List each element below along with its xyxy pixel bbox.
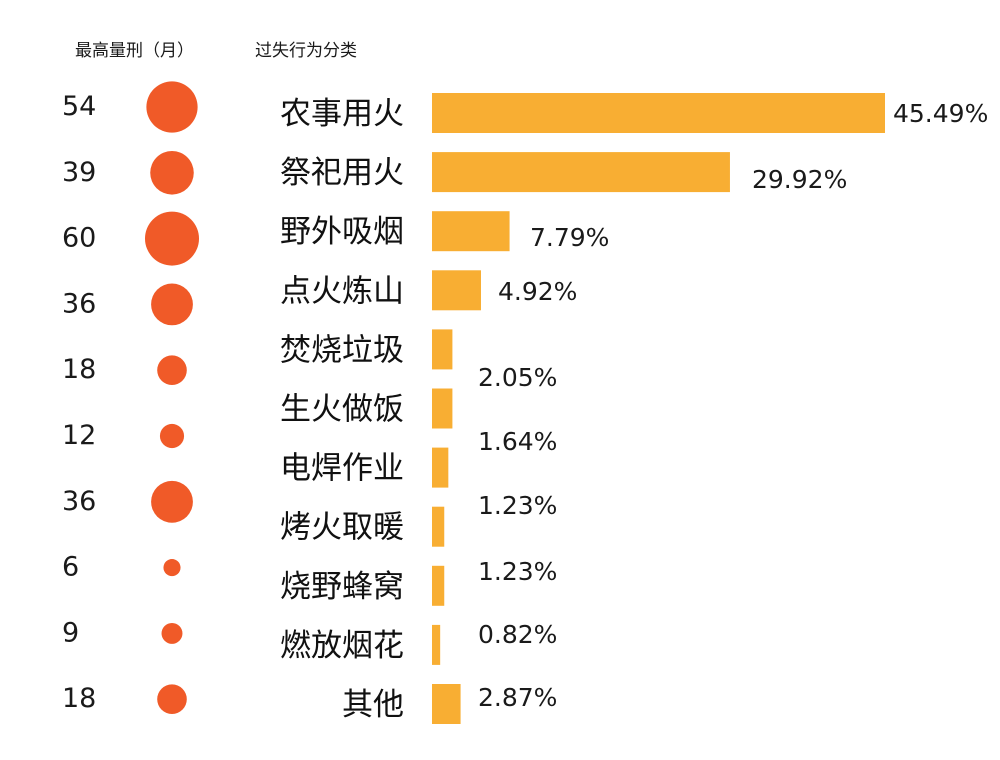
category-label: 烧野蜂窝 [280, 569, 404, 605]
sentence-value: 60 [62, 223, 96, 254]
value-label: 7.79% [530, 223, 609, 252]
category-label: 农事用火 [280, 96, 404, 132]
sentence-value: 36 [62, 486, 96, 517]
sentence-value: 12 [62, 420, 96, 451]
sentence-circle [159, 423, 185, 449]
category-label: 其他 [342, 687, 404, 723]
header-sentence-label: 最高量刑（月） [75, 41, 194, 61]
bar [432, 211, 510, 252]
sentence-circle [151, 283, 193, 326]
bar [432, 93, 885, 133]
value-label: 1.23% [478, 557, 557, 586]
chart-rows: 农事用火祭祀用火野外吸烟点火炼山焚烧垃圾生火做饭电焊作业烤火取暖烧野蜂窝燃放烟花… [62, 81, 988, 724]
sentence-circle [150, 151, 194, 195]
bar [432, 506, 445, 547]
sentence-value: 36 [62, 288, 96, 319]
category-label: 点火炼山 [280, 273, 404, 309]
sentence-value: 9 [62, 617, 79, 648]
sentence-value: 18 [62, 683, 96, 714]
sentence-circle [151, 480, 193, 523]
bar [432, 329, 453, 370]
category-label: 燃放烟花 [280, 628, 404, 664]
value-label: 1.64% [478, 427, 557, 456]
value-label: 2.87% [478, 683, 557, 712]
value-label: 45.49% [893, 99, 988, 128]
sentence-circle [157, 355, 187, 385]
category-label: 电焊作业 [280, 451, 404, 487]
bar [432, 270, 481, 311]
sentence-circle [163, 559, 181, 577]
sentence-value: 6 [62, 552, 79, 583]
bar [432, 447, 449, 488]
bar [432, 388, 453, 429]
sentence-circle [157, 684, 187, 714]
header-category-label: 过失行为分类 [255, 41, 357, 61]
sentence-circle [146, 81, 198, 133]
bar [432, 152, 730, 193]
bar [432, 624, 441, 665]
value-label: 4.92% [498, 277, 577, 306]
sentence-value: 18 [62, 354, 96, 385]
sentence-value: 39 [62, 157, 96, 188]
value-label: 29.92% [752, 165, 847, 194]
category-label: 野外吸烟 [280, 214, 404, 250]
category-label: 烤火取暖 [280, 510, 404, 546]
category-label: 生火做饭 [280, 392, 404, 428]
value-label: 0.82% [478, 620, 557, 649]
category-label: 焚烧垃圾 [280, 332, 404, 368]
value-label: 2.05% [478, 363, 557, 392]
bar [432, 565, 445, 606]
sentence-circle [145, 211, 199, 266]
value-label: 1.23% [478, 491, 557, 520]
sentence-value: 54 [62, 91, 96, 122]
sentence-circle [161, 622, 183, 644]
category-label: 祭祀用火 [280, 155, 404, 191]
bar [432, 684, 461, 724]
